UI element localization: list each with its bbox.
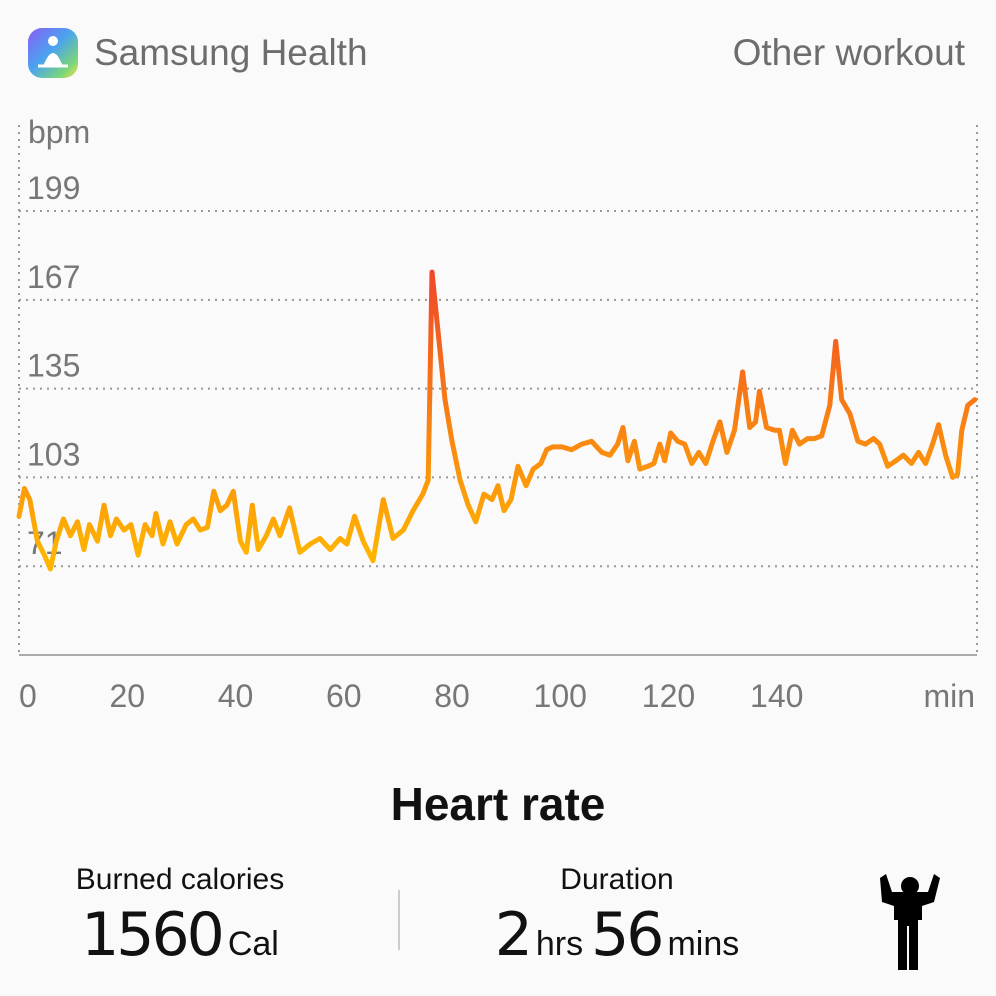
app-icon-figure (38, 36, 68, 68)
duration-value: 2 hrs 56 mins (495, 900, 740, 970)
y-tick-label: 103 (27, 436, 80, 472)
calories-label: Burned calories (76, 863, 284, 896)
y-tick-label: 199 (27, 170, 80, 206)
minutes-unit: mins (667, 925, 739, 963)
x-axis-label: min (923, 678, 975, 714)
y-axis-label: bpm (28, 114, 90, 150)
duration-hours: 2 (495, 900, 530, 970)
x-tick-label: 100 (534, 678, 587, 714)
x-tick-label: 40 (218, 678, 254, 714)
app-name: Samsung Health (94, 32, 368, 73)
calories-value: 1560 Cal (81, 900, 279, 970)
calories-number: 1560 (81, 900, 222, 970)
workout-icon (880, 874, 940, 970)
x-tick-label: 120 (642, 678, 695, 714)
x-tick-label: 0 (19, 678, 37, 714)
x-tick-label: 60 (326, 678, 362, 714)
duration-minutes: 56 (591, 900, 661, 970)
y-tick-label: 167 (27, 259, 80, 295)
calories-unit: Cal (228, 925, 279, 963)
heart-rate-line (16, 269, 978, 572)
hours-unit: hrs (536, 925, 583, 963)
workout-type: Other workout (733, 32, 966, 73)
y-tick-label: 135 (27, 348, 80, 384)
x-tick-label: 20 (109, 678, 145, 714)
chart-title: Heart rate (391, 778, 606, 830)
x-tick-label: 140 (750, 678, 803, 714)
duration-label: Duration (560, 863, 673, 896)
x-tick-label: 80 (434, 678, 470, 714)
